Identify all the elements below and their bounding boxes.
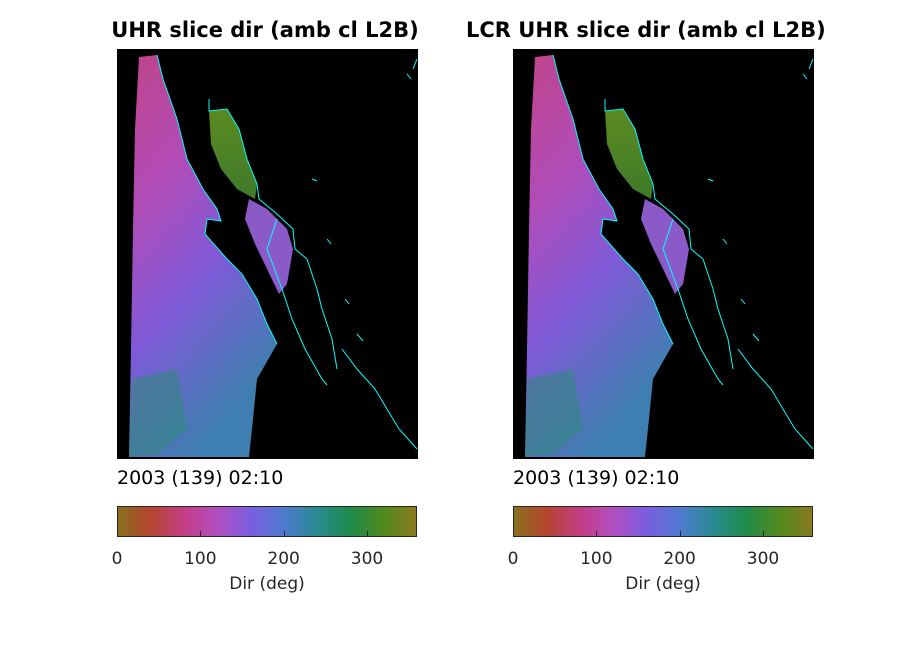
left-ocean-green-patch [129, 369, 187, 457]
left-panel: UHR slice dir (amb cl L2B) [100, 0, 430, 600]
right-gulf-region [605, 109, 653, 199]
left-colorbar-tickmark-200 [283, 531, 285, 537]
right-colorbar-tickmark-100 [596, 531, 598, 537]
right-colorbar-label: Dir (deg) [625, 574, 701, 594]
right-colorbar-tick-300: 300 [746, 549, 780, 569]
right-map-svg [525, 54, 814, 457]
left-gulf-region [209, 109, 257, 199]
right-panel: LCR UHR slice dir (amb cl L2B) [466, 0, 826, 600]
right-timestamp: 2003 (139) 02:10 [513, 467, 680, 489]
right-colorbar-tick-0: 0 [507, 549, 519, 569]
left-chart-title: UHR slice dir (amb cl L2B) [111, 18, 419, 42]
left-colorbar [117, 506, 417, 537]
left-coastline [156, 54, 418, 450]
right-colorbar-tickmark-200 [679, 531, 681, 537]
left-colorbar-tick-0: 0 [111, 549, 123, 569]
left-ocean-swath [129, 55, 277, 457]
right-colorbar-tick-200: 200 [663, 549, 696, 569]
right-ocean-green-patch [525, 369, 583, 457]
left-colorbar-tickmark-0 [117, 531, 118, 537]
left-map-svg [129, 54, 418, 457]
right-chart-title: LCR UHR slice dir (amb cl L2B) [466, 18, 826, 42]
right-colorbar-tickmark-300 [763, 531, 764, 537]
right-coastline [552, 54, 814, 450]
right-colorbar [513, 506, 813, 537]
right-gulf-lower [641, 199, 689, 294]
left-colorbar-tick-200: 200 [267, 549, 300, 569]
left-wind-direction-map [117, 49, 418, 459]
right-colorbar-tickmark-0 [513, 531, 514, 537]
right-colorbar-tick-100: 100 [580, 549, 613, 569]
left-colorbar-label: Dir (deg) [229, 574, 305, 594]
left-colorbar-tick-300: 300 [350, 549, 384, 569]
right-wind-direction-map [513, 49, 814, 459]
right-ocean-swath [525, 55, 673, 457]
left-colorbar-tickmark-100 [200, 531, 202, 537]
left-colorbar-tickmark-300 [367, 531, 368, 537]
left-gulf-lower [245, 199, 293, 294]
left-colorbar-tick-100: 100 [184, 549, 217, 569]
left-timestamp: 2003 (139) 02:10 [117, 467, 284, 489]
